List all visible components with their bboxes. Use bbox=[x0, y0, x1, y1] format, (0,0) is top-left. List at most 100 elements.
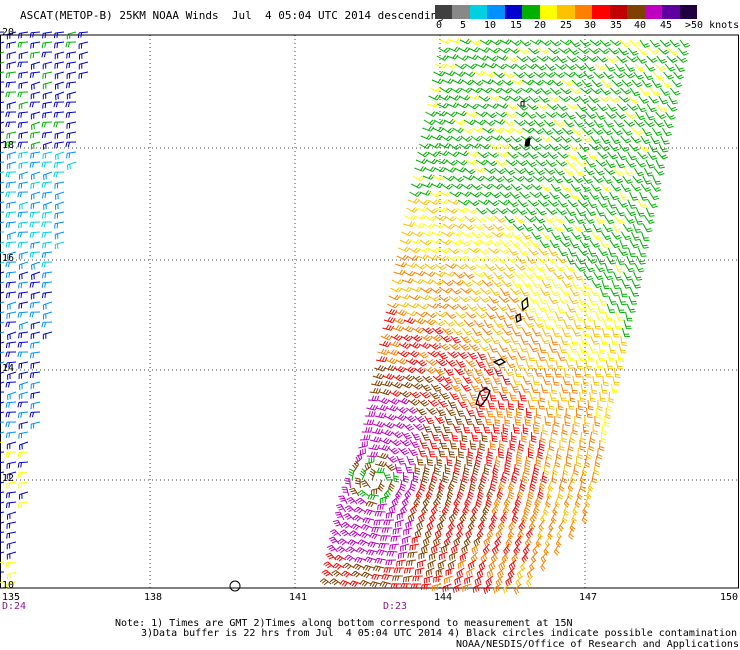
wind-barb bbox=[434, 367, 445, 376]
wind-barb bbox=[551, 471, 557, 484]
wind-barb bbox=[476, 567, 485, 579]
wind-barb bbox=[467, 487, 474, 500]
wind-barb bbox=[0, 321, 5, 324]
wind-barb bbox=[529, 239, 541, 248]
wind-barb bbox=[445, 311, 457, 319]
wind-barb bbox=[613, 319, 622, 330]
wind-barb bbox=[427, 350, 440, 358]
wind-barb bbox=[612, 223, 622, 233]
wind-barb bbox=[341, 486, 350, 497]
wind-barb bbox=[591, 79, 603, 88]
wind-barb bbox=[344, 477, 351, 489]
wind-barb bbox=[452, 175, 465, 183]
wind-barb bbox=[460, 287, 472, 294]
wind-barb bbox=[524, 263, 536, 272]
wind-barb bbox=[418, 511, 426, 523]
wind-barb bbox=[570, 335, 578, 346]
wind-barb bbox=[0, 551, 5, 554]
wind-barb bbox=[634, 63, 646, 72]
wind-barb bbox=[412, 423, 425, 431]
wind-barb bbox=[475, 359, 486, 369]
wind-barb bbox=[525, 111, 537, 119]
wind-barb bbox=[529, 479, 536, 492]
wind-barb bbox=[481, 78, 494, 85]
wind-barb bbox=[480, 551, 488, 563]
wind-barb bbox=[395, 261, 407, 268]
wind-barb bbox=[17, 41, 29, 48]
wind-barb bbox=[361, 571, 374, 579]
wind-barb bbox=[406, 302, 419, 309]
wind-barb bbox=[393, 471, 400, 483]
wind-barb bbox=[416, 407, 427, 416]
wind-barb bbox=[509, 439, 516, 451]
wind-barb bbox=[577, 447, 583, 460]
wind-barb bbox=[437, 351, 449, 360]
wind-barb bbox=[628, 143, 640, 152]
wind-barb bbox=[628, 47, 639, 56]
wind-barb bbox=[491, 279, 503, 288]
wind-barb bbox=[510, 287, 522, 296]
wind-barb bbox=[5, 341, 17, 349]
wind-barb bbox=[501, 231, 513, 239]
wind-barb bbox=[553, 319, 563, 329]
wind-barb bbox=[514, 215, 526, 224]
wind-barb bbox=[492, 223, 504, 232]
wind-barb bbox=[609, 39, 622, 47]
wind-barb bbox=[453, 319, 465, 328]
wind-barb bbox=[539, 391, 546, 403]
wind-barb bbox=[420, 383, 432, 392]
wind-barb bbox=[405, 358, 418, 366]
wind-barb bbox=[65, 111, 77, 118]
wind-barb bbox=[514, 535, 522, 548]
wind-barb bbox=[575, 207, 586, 217]
wind-barb bbox=[467, 519, 475, 532]
wind-barb bbox=[608, 143, 620, 152]
wind-barb bbox=[459, 511, 467, 524]
wind-barb bbox=[381, 380, 393, 387]
wind-barb bbox=[453, 535, 462, 547]
wind-barb bbox=[29, 31, 41, 38]
wind-barb bbox=[458, 343, 471, 351]
wind-barb bbox=[436, 303, 449, 310]
wind-barb bbox=[400, 286, 413, 293]
wind-barb bbox=[30, 351, 41, 359]
wind-barb bbox=[567, 399, 575, 410]
wind-barb bbox=[344, 554, 357, 562]
wind-barb bbox=[54, 131, 65, 140]
wind-barb bbox=[573, 463, 579, 476]
wind-barb bbox=[553, 119, 565, 128]
wind-barb bbox=[491, 431, 498, 443]
wind-barb bbox=[433, 70, 446, 77]
wind-barb bbox=[564, 263, 576, 272]
wind-barb bbox=[565, 207, 577, 217]
wind-barb bbox=[397, 397, 410, 405]
wind-barb bbox=[415, 359, 428, 367]
wind-barb bbox=[0, 31, 5, 33]
wind-barb bbox=[539, 239, 550, 249]
wind-barb bbox=[565, 111, 576, 120]
wind-barb bbox=[461, 431, 468, 443]
wind-barb bbox=[336, 546, 348, 553]
wind-barb bbox=[6, 441, 17, 450]
wind-barb bbox=[479, 39, 492, 46]
wind-barb bbox=[469, 439, 477, 450]
wind-barb bbox=[658, 47, 670, 55]
wind-barb bbox=[530, 183, 543, 191]
wind-barb bbox=[420, 334, 433, 342]
wind-barb bbox=[491, 231, 504, 238]
wind-barb bbox=[355, 547, 368, 555]
wind-barb bbox=[407, 198, 420, 204]
wind-barb bbox=[414, 527, 423, 538]
wind-barb bbox=[452, 471, 458, 484]
wind-barb bbox=[544, 63, 557, 71]
wind-barb bbox=[550, 135, 563, 143]
legend-swatch bbox=[662, 5, 680, 19]
wind-barb bbox=[382, 421, 395, 429]
wind-barb bbox=[455, 359, 466, 368]
wind-barb bbox=[631, 79, 643, 88]
wind-barb bbox=[464, 263, 477, 271]
wind-barb bbox=[366, 549, 378, 556]
wind-barb bbox=[516, 447, 523, 460]
wind-barb bbox=[5, 81, 17, 88]
wind-barb bbox=[17, 191, 29, 198]
